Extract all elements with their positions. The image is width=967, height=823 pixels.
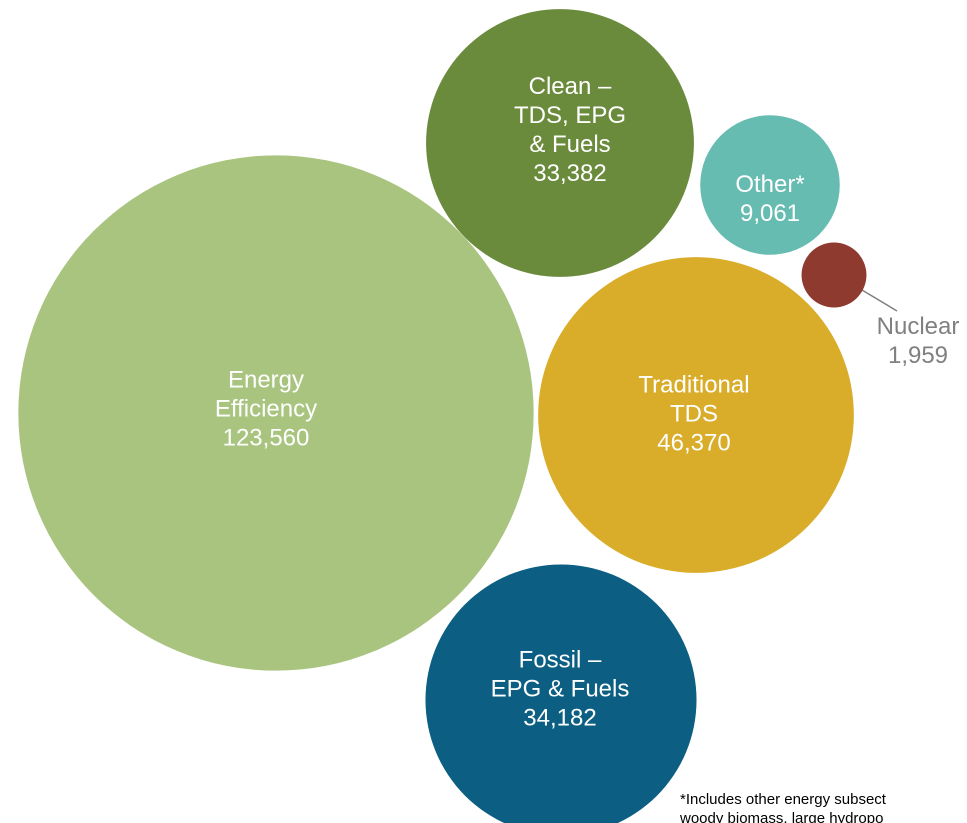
bubble bbox=[801, 242, 867, 308]
bubble bbox=[426, 9, 694, 277]
bubble-label: Nuclear bbox=[877, 313, 960, 340]
value-label: 9,061 bbox=[740, 200, 800, 227]
value-label: 1,959 bbox=[888, 342, 948, 369]
bubble bbox=[425, 564, 697, 823]
bubble-label: Energy bbox=[228, 366, 304, 393]
value-label: 33,382 bbox=[533, 160, 606, 187]
footnote: woody biomass, large hydropo bbox=[679, 810, 883, 823]
value-label: 34,182 bbox=[523, 704, 596, 731]
bubble-label: Traditional bbox=[638, 371, 749, 398]
bubble-label: Other* bbox=[735, 171, 804, 198]
value-label: 123,560 bbox=[223, 424, 310, 451]
bubble-label: TDS bbox=[670, 400, 718, 427]
leader-line bbox=[861, 289, 898, 312]
bubble-label: Fossil – bbox=[519, 646, 602, 673]
bubble bbox=[538, 257, 854, 573]
footnote: *Includes other energy subsect bbox=[680, 791, 887, 808]
bubble-label: & Fuels bbox=[529, 131, 610, 158]
value-label: 46,370 bbox=[657, 429, 730, 456]
bubble-label: EPG & Fuels bbox=[491, 675, 630, 702]
bubble-label: Efficiency bbox=[215, 395, 317, 422]
bubble-label: TDS, EPG bbox=[514, 102, 626, 129]
bubble bbox=[18, 155, 534, 671]
bubble-label: Clean – bbox=[529, 73, 612, 100]
bubble bbox=[700, 115, 840, 255]
